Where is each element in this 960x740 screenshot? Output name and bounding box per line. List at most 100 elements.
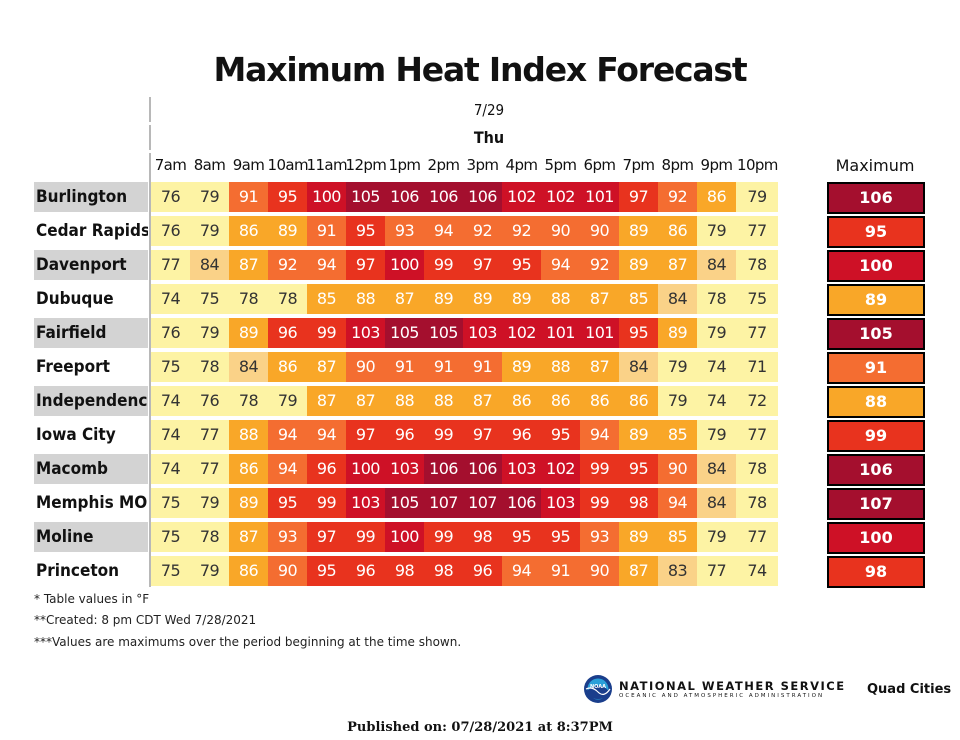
- column-header-11am: 11am: [306, 156, 348, 174]
- max-cell: 106: [827, 454, 925, 486]
- table-cell: 74: [697, 352, 736, 382]
- table-cell: 84: [229, 352, 268, 382]
- table-cell: 85: [658, 522, 697, 552]
- table-cell: 92: [658, 182, 697, 212]
- table-cell: 86: [580, 386, 619, 416]
- table-cell: 94: [307, 250, 346, 280]
- row-label: Princeton: [36, 561, 120, 581]
- table-cell: 85: [658, 420, 697, 450]
- column-header-8am: 8am: [193, 156, 226, 174]
- note-units: * Table values in °F: [34, 592, 150, 606]
- table-cell: 79: [697, 420, 736, 450]
- column-header-10am: 10am: [267, 156, 309, 174]
- max-cell: 98: [827, 556, 925, 588]
- table-cell: 74: [151, 284, 190, 314]
- table-cell: 86: [541, 386, 580, 416]
- table-cell: 94: [268, 420, 307, 450]
- table-cell: 86: [697, 182, 736, 212]
- table-cell: 89: [658, 318, 697, 348]
- table-cell: 77: [736, 318, 778, 348]
- table-cell: 99: [346, 522, 385, 552]
- table-cell: 91: [229, 182, 268, 212]
- table-cell: 96: [268, 318, 307, 348]
- table-cell: 99: [580, 454, 619, 484]
- table-cell: 77: [736, 216, 778, 246]
- forecast-day: Thu: [473, 128, 505, 147]
- table-cell: 84: [697, 250, 736, 280]
- published-timestamp: Published on: 07/28/2021 at 8:37PM: [347, 720, 613, 735]
- table-cell: 103: [346, 488, 385, 518]
- column-header-12pm: 12pm: [345, 156, 387, 174]
- table-cell: 99: [424, 250, 463, 280]
- table-cell: 97: [346, 250, 385, 280]
- table-cell: 90: [580, 216, 619, 246]
- table-cell: 86: [268, 352, 307, 382]
- column-header-7am: 7am: [154, 156, 187, 174]
- table-cell: 95: [346, 216, 385, 246]
- table-cell: 79: [658, 352, 697, 382]
- max-cell: 105: [827, 318, 925, 350]
- table-cell: 79: [190, 488, 229, 518]
- max-cell: 89: [827, 284, 925, 316]
- table-cell: 74: [151, 454, 190, 484]
- table-cell: 100: [385, 522, 424, 552]
- table-cell: 78: [697, 284, 736, 314]
- table-cell: 102: [502, 182, 541, 212]
- table-cell: 74: [736, 556, 778, 586]
- table-cell: 76: [151, 182, 190, 212]
- table-cell: 79: [190, 182, 229, 212]
- row-label: Fairfield: [34, 318, 148, 348]
- header-divider-top: [149, 97, 151, 122]
- table-cell: 79: [190, 216, 229, 246]
- column-header-4pm: 4pm: [505, 156, 538, 174]
- table-cell: 94: [541, 250, 580, 280]
- table-cell: 96: [385, 420, 424, 450]
- table-cell: 95: [307, 556, 346, 586]
- table-cell: 103: [463, 318, 502, 348]
- table-cell: 86: [502, 386, 541, 416]
- table-cell: 78: [190, 522, 229, 552]
- table-cell: 85: [619, 284, 658, 314]
- forecast-date: 7/29: [473, 101, 505, 119]
- table-cell: 87: [229, 250, 268, 280]
- max-cell: 91: [827, 352, 925, 384]
- table-cell: 87: [385, 284, 424, 314]
- table-cell: 76: [151, 216, 190, 246]
- table-cell: 94: [658, 488, 697, 518]
- table-cell: 77: [151, 250, 190, 280]
- table-cell: 87: [307, 352, 346, 382]
- table-cell: 95: [619, 318, 658, 348]
- table-cell: 95: [619, 454, 658, 484]
- table-cell: 95: [268, 182, 307, 212]
- table-cell: 89: [229, 318, 268, 348]
- table-cell: 97: [346, 420, 385, 450]
- table-cell: 76: [190, 386, 229, 416]
- table-cell: 88: [541, 352, 580, 382]
- max-cell: 107: [827, 488, 925, 520]
- table-cell: 94: [580, 420, 619, 450]
- row-label: Macomb: [34, 454, 148, 484]
- table-cell: 99: [424, 522, 463, 552]
- table-cell: 107: [424, 488, 463, 518]
- table-cell: 78: [190, 352, 229, 382]
- table-cell: 86: [229, 556, 268, 586]
- table-cell: 75: [151, 522, 190, 552]
- table-cell: 107: [463, 488, 502, 518]
- table-cell: 75: [151, 488, 190, 518]
- table-cell: 86: [619, 386, 658, 416]
- table-cell: 79: [697, 522, 736, 552]
- table-cell: 87: [307, 386, 346, 416]
- table-cell: 89: [619, 420, 658, 450]
- column-header-8pm: 8pm: [661, 156, 694, 174]
- table-cell: 79: [697, 318, 736, 348]
- table-cell: 106: [463, 182, 502, 212]
- table-cell: 93: [268, 522, 307, 552]
- table-cell: 97: [619, 182, 658, 212]
- table-cell: 90: [541, 216, 580, 246]
- table-cell: 72: [736, 386, 778, 416]
- table-cell: 106: [502, 488, 541, 518]
- table-cell: 95: [268, 488, 307, 518]
- max-cell: 88: [827, 386, 925, 418]
- table-cell: 77: [736, 420, 778, 450]
- table-cell: 89: [229, 488, 268, 518]
